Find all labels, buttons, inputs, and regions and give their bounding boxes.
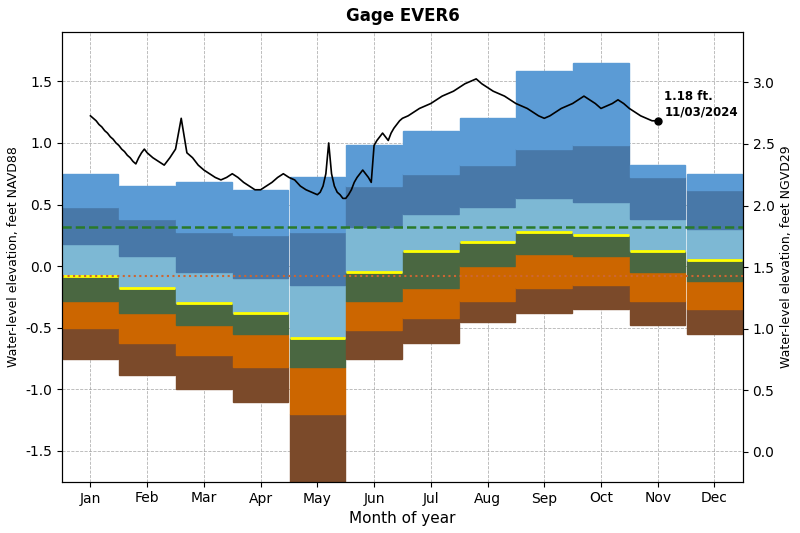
Bar xyxy=(460,118,515,165)
Title: Gage EVER6: Gage EVER6 xyxy=(346,7,459,25)
Bar xyxy=(290,337,345,367)
Bar xyxy=(517,288,572,313)
Bar xyxy=(62,276,118,301)
Bar xyxy=(119,288,175,313)
Bar xyxy=(686,309,742,334)
Bar xyxy=(517,198,572,232)
Bar xyxy=(176,232,232,272)
Bar xyxy=(686,229,742,260)
Bar xyxy=(686,281,742,309)
Bar xyxy=(62,244,118,276)
Bar xyxy=(630,272,686,301)
Bar xyxy=(460,165,515,207)
Bar xyxy=(233,367,289,402)
Bar xyxy=(403,131,458,174)
Bar xyxy=(119,343,175,375)
Bar xyxy=(686,190,742,229)
Bar xyxy=(346,186,402,227)
Text: 1.18 ft.
11/03/2024: 1.18 ft. 11/03/2024 xyxy=(665,90,738,118)
Bar xyxy=(517,232,572,254)
Bar xyxy=(686,174,742,190)
Bar xyxy=(176,303,232,325)
Bar xyxy=(686,260,742,281)
Bar xyxy=(290,232,345,285)
Bar xyxy=(630,220,686,252)
Bar xyxy=(517,254,572,288)
Bar xyxy=(62,328,118,359)
Bar xyxy=(460,266,515,301)
Bar xyxy=(403,174,458,214)
Bar xyxy=(403,252,458,288)
Bar xyxy=(346,272,402,301)
Bar xyxy=(290,414,345,482)
Bar xyxy=(233,278,289,313)
Bar xyxy=(290,285,345,337)
Bar xyxy=(630,252,686,272)
Bar xyxy=(517,71,572,149)
Bar xyxy=(573,236,629,256)
Bar xyxy=(630,177,686,220)
Bar xyxy=(573,146,629,202)
Bar xyxy=(176,355,232,390)
Bar xyxy=(573,285,629,309)
Bar xyxy=(573,202,629,236)
Y-axis label: Water-level elevation, feet NAVD88: Water-level elevation, feet NAVD88 xyxy=(7,147,20,367)
Bar xyxy=(346,330,402,359)
Bar xyxy=(119,313,175,343)
Bar xyxy=(573,63,629,146)
X-axis label: Month of year: Month of year xyxy=(349,511,456,526)
Bar xyxy=(630,165,686,177)
Bar xyxy=(630,301,686,325)
Bar xyxy=(346,146,402,186)
Bar xyxy=(176,272,232,303)
Bar xyxy=(346,227,402,272)
Bar xyxy=(62,174,118,207)
Bar xyxy=(119,256,175,288)
Y-axis label: Water-level elevation, feet NGVD29: Water-level elevation, feet NGVD29 xyxy=(780,146,793,368)
Bar xyxy=(233,190,289,236)
Bar xyxy=(119,220,175,256)
Bar xyxy=(290,177,345,232)
Bar xyxy=(290,367,345,414)
Bar xyxy=(517,149,572,198)
Bar xyxy=(176,325,232,355)
Bar xyxy=(176,182,232,232)
Bar xyxy=(403,318,458,343)
Bar xyxy=(62,207,118,244)
Bar xyxy=(460,301,515,321)
Bar xyxy=(403,288,458,318)
Bar xyxy=(460,241,515,266)
Bar xyxy=(233,334,289,367)
Bar xyxy=(346,301,402,330)
Bar xyxy=(573,256,629,285)
Bar xyxy=(233,313,289,334)
Bar xyxy=(62,301,118,328)
Bar xyxy=(460,207,515,241)
Bar xyxy=(233,236,289,278)
Bar xyxy=(403,214,458,252)
Bar xyxy=(119,186,175,220)
